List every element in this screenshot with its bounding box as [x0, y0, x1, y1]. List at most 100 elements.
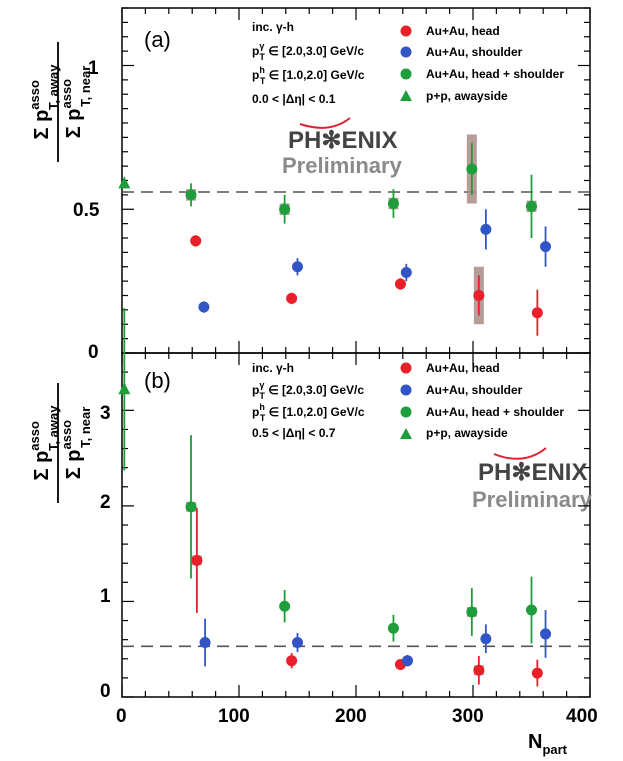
panel-a-ytick-label-0: 0 — [88, 342, 99, 363]
panel-b-xtick-label-200: 200 — [335, 706, 367, 727]
panel-a-legend-marker-headshoulder — [400, 68, 412, 80]
panel-a-legend: Au+Au, head Au+Au, shoulder Au+Au, head … — [400, 24, 564, 103]
panel-b-legend-marker-pp — [400, 428, 412, 439]
panel-a-ylabel-num-sup: asso — [27, 80, 42, 110]
panel-b-ylabel-num-pre: Σ p — [31, 451, 53, 481]
panel-a-logo-preliminary: Preliminary — [282, 153, 403, 178]
panel-a-point-head — [190, 235, 202, 247]
panel-a-ytick-label-1: 1 — [88, 58, 99, 79]
panel-b-point-head — [531, 667, 543, 679]
panel-a-point-head — [394, 278, 406, 290]
panel-b-point-headshoulder — [279, 600, 291, 612]
panel-b-point-headshoulder — [526, 604, 537, 616]
panel-b-ylabel-den-sup: asso — [59, 420, 74, 450]
panel-b-ytick-label-1: 1 — [100, 586, 111, 607]
panel-a: (a) Σ passo T, away Σ passo T, near inc. γ… — [27, 7, 591, 363]
panel-a-point-shoulder — [540, 241, 552, 253]
panel-b-cut-3: ph T ∈ [1.0,2.0] GeV/c — [252, 402, 365, 423]
panel-b-cut-4: 0.5 < |Δη| < 0.7 — [252, 426, 336, 440]
panel-b-cut-2: pγ T ∈ [2.0,3.0] GeV/c — [252, 380, 364, 401]
panel-a-logo-text: PH✻ENIX — [288, 127, 397, 154]
panel-a-ytick-labels: 0 0.5 1 — [73, 58, 100, 363]
panel-b-ytick-label-3: 3 — [100, 403, 111, 424]
panel-a-ylabel-den-sup: asso — [59, 79, 74, 109]
panel-a-point-shoulder — [198, 301, 210, 313]
panel-a-cut-3: ph T ∈ [1.0,2.0] GeV/c — [252, 65, 365, 86]
panel-b-point-head — [286, 655, 298, 667]
panel-b-point-shoulder — [540, 628, 552, 640]
panel-b-ylabel-den-pre: Σ p — [63, 450, 85, 480]
panel-a-ylabel-den-sub: T, near — [78, 66, 93, 107]
panel-a-point-head — [473, 290, 485, 301]
panel-b-legend-label-shoulder: Au+Au, shoulder — [426, 383, 523, 397]
panel-b-legend-marker-shoulder — [400, 384, 412, 396]
panel-a-cut-2: pγ T ∈ [2.0,3.0] GeV/c — [252, 41, 364, 62]
panel-a-legend-marker-head — [400, 25, 412, 37]
panel-b-ytick-labels: 0 1 2 3 — [100, 403, 111, 702]
panel-b-xtick-label-0: 0 — [116, 706, 127, 727]
panel-a-frame — [121, 7, 591, 354]
panel-b-legend-label-pp: p+p, awayside — [426, 426, 508, 440]
panel-b-logo-preliminary: Preliminary — [472, 487, 593, 512]
panel-b: (b) Σ passo T, away Σ passo T, near inc. γ… — [27, 308, 598, 757]
panel-b-logo-text: PH✻ENIX — [478, 459, 587, 486]
panel-b-legend-label-headshoulder: Au+Au, head + shoulder — [426, 405, 564, 419]
panel-b-point-pp — [118, 382, 131, 395]
panel-a-legend-label-headshoulder: Au+Au, head + shoulder — [426, 67, 564, 81]
panel-b-cut-1: inc. γ-h — [252, 361, 294, 375]
panel-b-xtick-label-400: 400 — [566, 706, 598, 727]
panel-a-point-headshoulder — [279, 203, 291, 215]
panel-b-xtick-labels: 0 100 200 300 400 — [116, 706, 598, 727]
panel-b-logo-swoosh — [493, 447, 547, 460]
panel-b-legend: Au+Au, head Au+Au, shoulder Au+Au, head … — [400, 361, 564, 440]
panel-a-point-shoulder — [480, 223, 492, 235]
panel-a-cut-4: 0.0 < |Δη| < 0.1 — [252, 92, 336, 106]
panel-a-point-head — [531, 307, 543, 319]
panel-a-legend-label-pp: p+p, awayside — [426, 89, 508, 103]
panel-b-legend-marker-headshoulder — [400, 406, 412, 418]
panel-a-ylabel-num-pre: Σ p — [31, 110, 53, 140]
panel-b-ylabel-num-sup: asso — [27, 421, 42, 451]
panel-b-point-head — [191, 554, 203, 566]
panel-b-label: (b) — [144, 368, 171, 393]
panel-b-point-shoulder — [401, 655, 413, 667]
panel-a-ytick-label-0.5: 0.5 — [73, 200, 100, 221]
panel-a-phenix-logo: PH✻ENIX Preliminary — [282, 117, 403, 178]
panel-b-point-headshoulder — [185, 501, 197, 513]
panel-a-cuts: inc. γ-h pγ T ∈ [2.0,3.0] GeV/c ph T ∈ [1.… — [252, 20, 365, 106]
panel-a-point-headshoulder — [526, 200, 537, 212]
panel-b-point-shoulder — [199, 637, 211, 649]
panel-b-xlabel: Npart — [528, 731, 568, 757]
panel-a-cut-1: inc. γ-h — [252, 20, 294, 34]
panel-a-point-shoulder — [400, 267, 412, 278]
panel-b-phenix-logo: PH✻ENIX Preliminary — [472, 447, 593, 512]
panel-b-point-shoulder — [480, 633, 492, 645]
panel-b-ylabel-den-sub: T, near — [78, 407, 93, 448]
panel-b-point-head — [473, 664, 485, 676]
panel-a-legend-marker-shoulder — [400, 46, 412, 58]
panel-a-plot — [118, 7, 591, 354]
panel-b-ytick-label-0: 0 — [100, 681, 111, 702]
panel-a-point-headshoulder — [466, 163, 478, 175]
panel-b-point-headshoulder — [466, 606, 478, 618]
panel-b-plot — [118, 308, 591, 698]
panel-a-logo-swoosh — [299, 117, 351, 129]
panel-b-ytick-label-2: 2 — [100, 492, 111, 513]
panel-b-xtick-label-100: 100 — [218, 706, 250, 727]
panel-b-point-shoulder — [292, 637, 303, 649]
panel-b-legend-marker-head — [400, 362, 412, 374]
panel-a-point-shoulder — [292, 261, 303, 273]
panel-a-legend-marker-pp — [400, 90, 412, 101]
panel-a-legend-label-shoulder: Au+Au, shoulder — [426, 45, 523, 59]
panel-a-point-headshoulder — [185, 189, 197, 201]
panel-a-legend-label-head: Au+Au, head — [426, 24, 500, 38]
panel-a-label: (a) — [144, 27, 171, 52]
panel-a-ylabel: Σ passo T, away Σ passo T, near — [27, 42, 93, 162]
panel-b-point-headshoulder — [387, 622, 399, 634]
panel-b-xtick-label-300: 300 — [452, 706, 484, 727]
